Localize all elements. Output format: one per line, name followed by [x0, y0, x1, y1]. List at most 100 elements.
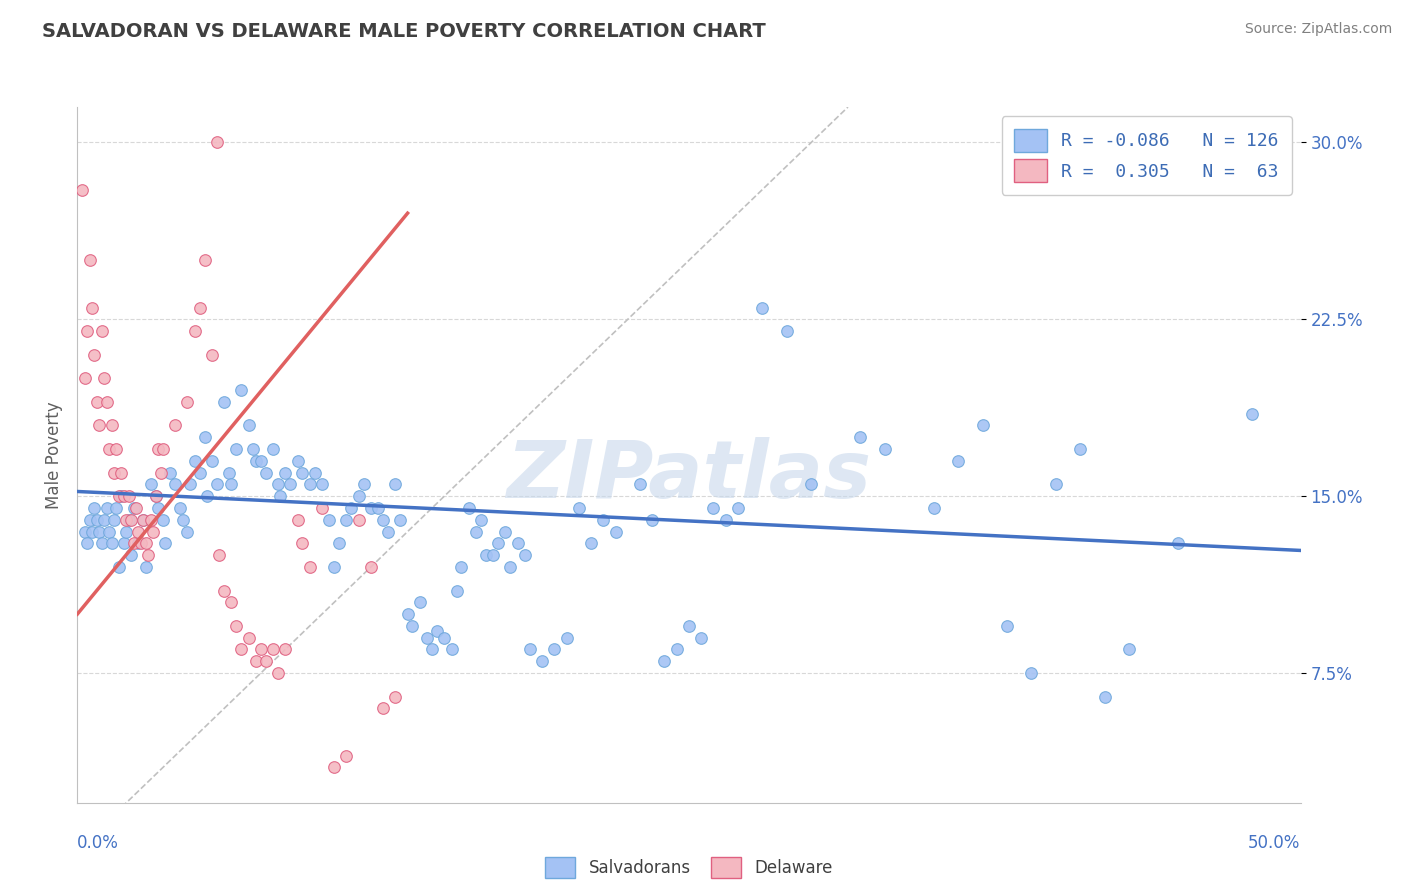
Point: [486, 536, 509, 550]
Point: [401, 619, 423, 633]
Point: [70, 183, 93, 197]
Point: [628, 477, 651, 491]
Y-axis label: Male Poverty: Male Poverty: [45, 401, 63, 508]
Point: [86, 513, 108, 527]
Point: [115, 513, 138, 527]
Point: [475, 548, 498, 562]
Point: [100, 536, 122, 550]
Point: [311, 500, 333, 515]
Point: [212, 395, 235, 409]
Point: [245, 454, 267, 468]
Point: [543, 642, 565, 657]
Point: [152, 513, 174, 527]
Point: [254, 466, 277, 480]
Point: [98, 524, 121, 539]
Point: [922, 500, 945, 515]
Point: [93, 513, 115, 527]
Point: [132, 513, 155, 527]
Point: [367, 500, 389, 515]
Point: [347, 513, 370, 527]
Point: [86, 395, 108, 409]
Point: [250, 642, 273, 657]
Point: [347, 489, 370, 503]
Point: [426, 624, 449, 638]
Point: [112, 489, 135, 503]
Point: [188, 466, 211, 480]
Point: [450, 560, 472, 574]
Point: [384, 477, 406, 491]
Point: [120, 548, 142, 562]
Point: [849, 430, 872, 444]
Point: [221, 595, 243, 609]
Point: [103, 513, 125, 527]
Point: [340, 500, 363, 515]
Point: [513, 548, 536, 562]
Point: [433, 631, 456, 645]
Point: [96, 500, 118, 515]
Point: [335, 513, 357, 527]
Point: [179, 477, 201, 491]
Point: [118, 513, 141, 527]
Point: [201, 454, 224, 468]
Point: [155, 536, 177, 550]
Point: [176, 395, 198, 409]
Point: [110, 489, 132, 503]
Point: [73, 524, 96, 539]
Point: [776, 324, 799, 338]
Point: [727, 500, 749, 515]
Point: [470, 513, 492, 527]
Point: [605, 524, 627, 539]
Point: [465, 524, 488, 539]
Point: [76, 536, 98, 550]
Point: [499, 560, 522, 574]
Point: [105, 442, 128, 456]
Point: [127, 524, 149, 539]
Point: [751, 301, 773, 315]
Point: [420, 642, 443, 657]
Point: [231, 383, 253, 397]
Point: [205, 477, 228, 491]
Point: [242, 442, 264, 456]
Point: [76, 324, 98, 338]
Point: [115, 524, 138, 539]
Point: [353, 477, 375, 491]
Point: [83, 500, 105, 515]
Point: [291, 466, 314, 480]
Point: [360, 500, 382, 515]
Point: [1021, 666, 1043, 681]
Point: [165, 477, 187, 491]
Point: [110, 466, 132, 480]
Point: [377, 524, 399, 539]
Point: [146, 500, 169, 515]
Point: [1118, 642, 1140, 657]
Point: [641, 513, 664, 527]
Point: [318, 513, 340, 527]
Point: [100, 418, 122, 433]
Point: [262, 642, 284, 657]
Point: [184, 324, 207, 338]
Point: [416, 631, 439, 645]
Point: [446, 583, 468, 598]
Point: [245, 654, 267, 668]
Point: [176, 524, 198, 539]
Point: [457, 500, 479, 515]
Point: [165, 418, 187, 433]
Point: [238, 631, 260, 645]
Point: [568, 500, 591, 515]
Point: [98, 442, 121, 456]
Point: [205, 136, 228, 150]
Point: [274, 466, 297, 480]
Point: [1240, 407, 1263, 421]
Point: [112, 536, 135, 550]
Point: [654, 654, 676, 668]
Point: [678, 619, 700, 633]
Point: [135, 560, 157, 574]
Point: [225, 619, 247, 633]
Point: [298, 477, 321, 491]
Point: [238, 418, 260, 433]
Text: ZIPatlas: ZIPatlas: [506, 437, 872, 515]
Point: [169, 500, 191, 515]
Point: [195, 489, 218, 503]
Point: [90, 324, 112, 338]
Point: [1191, 147, 1213, 161]
